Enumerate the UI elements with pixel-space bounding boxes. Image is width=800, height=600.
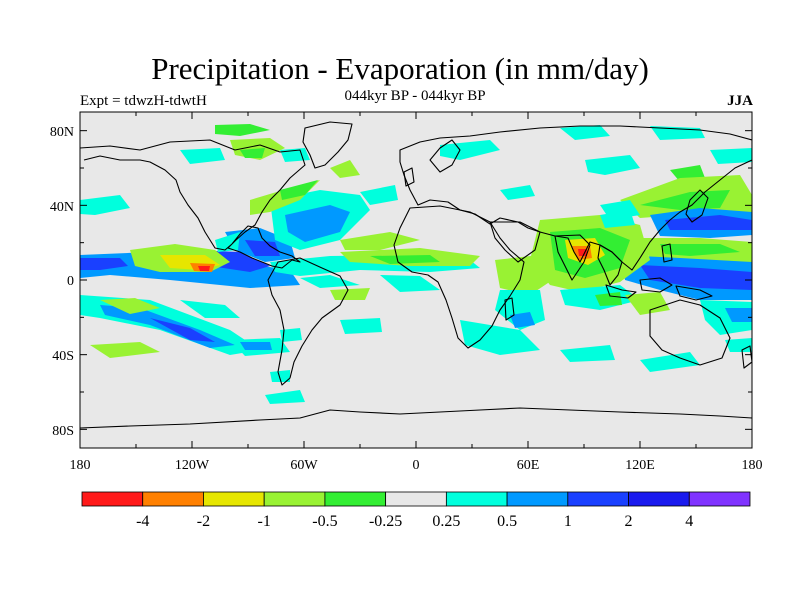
- lon-tick-label: 60E: [517, 458, 540, 473]
- lat-tick-label: 0: [67, 274, 74, 289]
- axis-ticks: [79, 112, 753, 448]
- field-blob: [280, 328, 302, 342]
- colorbar-swatch: [506, 491, 569, 507]
- field-blob: [460, 320, 540, 355]
- field-blob: [265, 390, 305, 404]
- field-blob: [215, 232, 240, 252]
- field-blob: [280, 180, 318, 200]
- field-blob: [560, 125, 610, 140]
- colorbar-swatch: [385, 491, 447, 507]
- experiment-label: Expt = tdwzH-tdwtH: [80, 93, 207, 109]
- field-blob: [725, 308, 752, 322]
- colorbar-swatch: [567, 491, 629, 507]
- field-blob: [500, 185, 535, 200]
- lon-tick-label: 120E: [625, 458, 655, 473]
- colorbar-label: -4: [136, 513, 149, 530]
- field-blob: [330, 288, 370, 300]
- colorbar-swatch: [142, 491, 204, 507]
- lon-tick-label: 0: [413, 458, 420, 473]
- colorbar-label: 2: [625, 513, 633, 530]
- colorbar-label: 0.25: [432, 513, 460, 530]
- field-blob: [380, 275, 440, 292]
- field-blob: [660, 244, 740, 256]
- field-blob: [710, 148, 752, 164]
- colorbar-swatch: [688, 491, 751, 507]
- field-blob: [340, 232, 420, 250]
- field-blob: [640, 352, 700, 372]
- colorbar-swatch: [628, 491, 690, 507]
- field-blob: [240, 342, 272, 350]
- field-blob: [285, 205, 350, 242]
- season-label: JJA: [727, 93, 753, 109]
- lat-tick-label: 40N: [50, 200, 74, 215]
- plot-subtitle: 044kyr BP - 044kyr BP: [344, 88, 486, 104]
- field-blob: [80, 258, 128, 270]
- field-blob: [90, 342, 160, 358]
- field-blob: [665, 215, 752, 230]
- field-blob: [100, 298, 160, 314]
- colorbar-label: 4: [685, 513, 693, 530]
- colorbar-label: 1: [564, 513, 572, 530]
- colorbar: [81, 491, 751, 507]
- field-blob: [640, 190, 730, 210]
- field-blob: [270, 370, 290, 382]
- field-blob: [80, 195, 130, 215]
- field-blob: [560, 345, 615, 362]
- field-blob: [360, 185, 398, 205]
- lon-tick-label: 180: [742, 458, 763, 473]
- field-blob: [440, 140, 500, 160]
- lat-tick-label: 80S: [52, 424, 74, 439]
- colorbar-swatch: [324, 491, 387, 507]
- field-blob: [340, 318, 382, 334]
- field-blob: [600, 210, 635, 228]
- field-blob: [150, 318, 215, 342]
- field-blob: [640, 265, 752, 290]
- field-blob: [495, 255, 560, 295]
- colorbar-swatch: [263, 491, 326, 507]
- coastlines: [80, 121, 752, 429]
- field-blob: [180, 300, 240, 318]
- field-blob: [180, 148, 225, 164]
- field-blob: [585, 155, 640, 175]
- field-blob: [370, 255, 440, 264]
- field-blob: [595, 292, 622, 306]
- field-blob: [578, 249, 587, 256]
- colorbar-label: -1: [258, 513, 271, 530]
- colorbar-swatch: [203, 491, 265, 507]
- field-blob: [245, 240, 280, 256]
- colorbar-label: -2: [197, 513, 210, 530]
- lat-tick-label: 80N: [50, 125, 74, 140]
- lon-tick-label: 60W: [290, 458, 318, 473]
- colorbar-swatch: [445, 491, 508, 507]
- colorbar-label: -0.5: [312, 513, 337, 530]
- colorbar-label: -0.25: [369, 513, 402, 530]
- plot-title: Precipitation - Evaporation (in mm/day): [151, 51, 649, 86]
- colorbar-label: 0.5: [497, 513, 517, 530]
- colorbar-labels: -4 -2 -1 -0.5 -0.25 0.25 0.5 1 2 4: [136, 513, 693, 530]
- field-blob: [510, 312, 535, 328]
- lon-tick-label: 120W: [175, 458, 210, 473]
- lat-tick-label: 40S: [52, 349, 74, 364]
- field-blob: [215, 124, 270, 136]
- field-layer: [80, 124, 752, 404]
- field-blob: [198, 266, 210, 271]
- colorbar-swatch: [81, 491, 144, 507]
- field-blob: [330, 160, 360, 178]
- lon-tick-label: 180: [70, 458, 91, 473]
- field-blob: [625, 292, 670, 315]
- field-blob: [240, 148, 265, 158]
